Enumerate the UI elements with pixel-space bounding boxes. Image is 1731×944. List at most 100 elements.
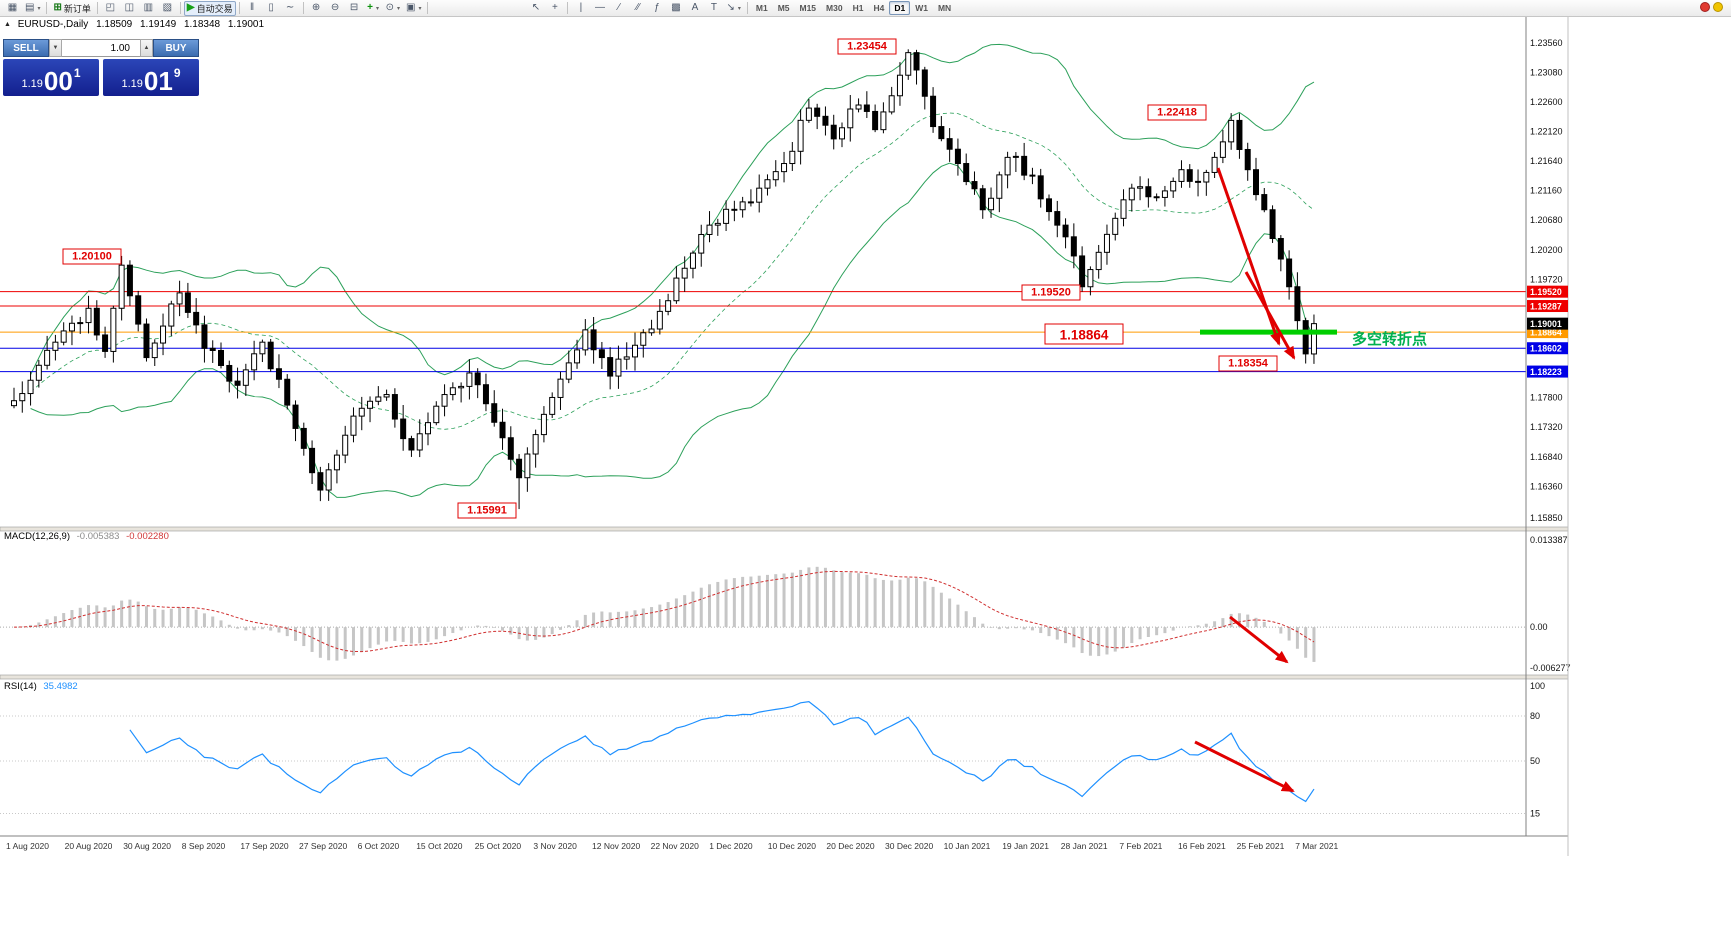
bar-chart-button[interactable]: ‖ (243, 1, 262, 16)
svg-text:3 Nov 2020: 3 Nov 2020 (533, 841, 577, 851)
timeframe-m15-button[interactable]: M15 (799, 3, 817, 13)
chart-symbol-period: EURUSD-,Daily (17, 19, 89, 30)
zoom-out-icon: ⊖ (330, 2, 340, 13)
new-order-button[interactable]: ⊞ 新订单 (50, 1, 93, 16)
window-cascade-button[interactable]: ◰ (101, 1, 120, 16)
volume-decrease-button[interactable]: ▼ (49, 39, 62, 57)
toolbar-separator (567, 2, 569, 14)
window-tile-button[interactable]: ◫ (120, 1, 139, 16)
macd-label: MACD(12,26,9) -0.005383 -0.002280 (4, 531, 173, 542)
data-window-button[interactable]: ▧ (158, 1, 177, 16)
templates-icon: ▣ (406, 2, 416, 13)
text-icon: A (691, 2, 699, 13)
toolbar-separator (302, 2, 304, 14)
candles (11, 49, 1317, 510)
trendline-icon: ∕ (618, 2, 620, 13)
volume-increase-button[interactable]: ▲ (140, 39, 153, 57)
bollinger-bands (30, 43, 1315, 498)
svg-text:25 Oct 2020: 25 Oct 2020 (475, 841, 522, 851)
alert-yellow-icon[interactable] (1713, 2, 1723, 12)
candlestick-chart-button[interactable]: ▯ (262, 1, 281, 16)
sell-button[interactable]: SELL (3, 39, 49, 57)
timeframe-m1-button[interactable]: M1 (755, 3, 768, 13)
trendline-button[interactable]: ∕ (609, 1, 628, 16)
timeframe-m5-button[interactable]: M5 (777, 3, 790, 13)
svg-text:1.21640: 1.21640 (1530, 156, 1563, 166)
svg-text:8 Sep 2020: 8 Sep 2020 (182, 841, 226, 851)
macd-panel: 0.013387 0.00 -0.006277 (0, 535, 1571, 673)
data-window-icon: ▧ (162, 2, 173, 13)
shapes-button[interactable]: ▩ (666, 1, 685, 16)
annotations[interactable]: 多空转折点 (1194, 167, 1427, 793)
crosshair-button[interactable]: + (545, 1, 564, 16)
text-label-button[interactable]: T (704, 1, 723, 16)
volume-input[interactable]: 1.00 (62, 39, 140, 57)
svg-text:7 Mar 2021: 7 Mar 2021 (1295, 841, 1338, 851)
templates-button[interactable]: ▣ ▾ (403, 1, 424, 16)
svg-text:12 Nov 2020: 12 Nov 2020 (592, 841, 640, 851)
caret-down-icon[interactable]: ▾ (376, 5, 380, 12)
alert-red-icon[interactable] (1700, 2, 1710, 12)
bid-prefix: 1.19 (21, 78, 43, 90)
rsi-value: 35.4982 (43, 681, 78, 692)
svg-text:1.20680: 1.20680 (1530, 215, 1563, 225)
cursor-button[interactable]: ↖ (526, 1, 545, 16)
profiles-icon: ▤ (25, 2, 35, 13)
tile-windows-icon: ⊟ (349, 2, 359, 13)
svg-text:1.21160: 1.21160 (1530, 186, 1562, 196)
ask-price-button[interactable]: 1.19 01 9 (103, 59, 199, 96)
svg-text:1.22120: 1.22120 (1530, 126, 1563, 136)
svg-text:15: 15 (1530, 809, 1540, 819)
bid-price-button[interactable]: 1.19 00 1 (3, 59, 99, 96)
svg-text:1.20200: 1.20200 (1530, 245, 1563, 255)
timeframe-h4-button[interactable]: H4 (873, 3, 885, 13)
timeframe-w1-button[interactable]: W1 (915, 3, 928, 13)
svg-text:1.20100: 1.20100 (72, 251, 112, 263)
timeframe-d1-button[interactable]: D1 (889, 1, 911, 15)
caret-down-icon[interactable]: ▾ (737, 5, 741, 12)
tile-windows-button[interactable]: ⊟ (345, 1, 364, 16)
toolbar-separator (96, 2, 98, 14)
indicators-button[interactable]: + ▾ (364, 1, 383, 16)
navigator-button[interactable]: ▥ (139, 1, 158, 16)
new-order-label: 新订单 (63, 3, 91, 14)
bid-pip-digit: 1 (73, 66, 81, 80)
zoom-in-button[interactable]: ⊕ (307, 1, 326, 16)
horizontal-line-button[interactable]: — (590, 1, 609, 16)
new-order-icon: ⊞ (53, 2, 62, 13)
autotrading-button[interactable]: ▶ 自动交易 (183, 0, 236, 16)
periods-button[interactable]: ⊙ ▾ (383, 1, 403, 16)
oneclick-collapse-icon[interactable]: ▲ (4, 21, 11, 28)
fibonacci-button[interactable]: ƒ (647, 1, 666, 16)
timeframe-h1-button[interactable]: H1 (852, 3, 864, 13)
trend-arrow (1244, 271, 1296, 360)
profiles-button[interactable]: ▤ ▾ (22, 1, 43, 16)
buy-button[interactable]: BUY (153, 39, 199, 57)
svg-text:17 Sep 2020: 17 Sep 2020 (240, 841, 288, 851)
svg-text:30 Aug 2020: 30 Aug 2020 (123, 841, 171, 851)
price-callouts[interactable]: 1.23454 1.22418 1.20100 1.19520 1.18864 1.183… (62, 38, 1278, 519)
equidistant-channel-button[interactable]: ∕∕ (628, 1, 647, 16)
rsi-name: RSI(14) (4, 681, 37, 692)
caret-down-icon[interactable]: ▾ (37, 5, 41, 12)
arrows-tool-button[interactable]: ↘ ▾ (723, 1, 743, 16)
line-chart-button[interactable]: ∼ (281, 1, 300, 16)
new-chart-button[interactable]: ▦ (3, 1, 22, 16)
line-chart-icon: ∼ (285, 2, 295, 13)
timeframe-m30-button[interactable]: M30 (826, 3, 843, 13)
svg-text:1.16840: 1.16840 (1530, 452, 1563, 462)
svg-text:1.18602: 1.18602 (1530, 344, 1562, 354)
vertical-line-button[interactable]: | (571, 1, 590, 16)
panel-divider[interactable] (0, 526, 1569, 532)
svg-text:1 Aug 2020: 1 Aug 2020 (6, 841, 49, 851)
svg-text:1.22418: 1.22418 (1157, 107, 1197, 119)
caret-down-icon[interactable]: ▾ (396, 5, 400, 12)
timeframe-mn-button[interactable]: MN (937, 3, 952, 13)
text-button[interactable]: A (685, 1, 704, 16)
caret-down-icon[interactable]: ▾ (418, 5, 422, 12)
panel-divider[interactable] (0, 674, 1569, 680)
svg-text:16 Feb 2021: 16 Feb 2021 (1178, 841, 1226, 851)
zoom-out-button[interactable]: ⊖ (326, 1, 345, 16)
price-axis: 1.23560 1.23080 1.22600 1.22120 1.21640 1.211… (1525, 17, 1569, 856)
